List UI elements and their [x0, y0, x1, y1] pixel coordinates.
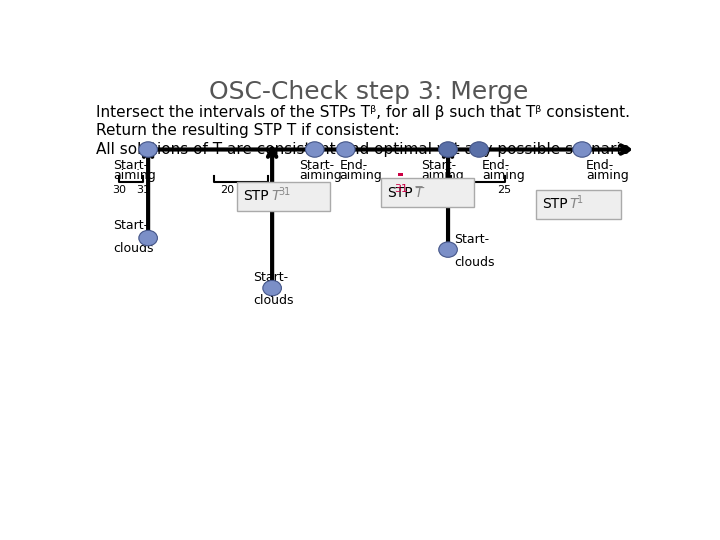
Text: aiming: aiming	[482, 168, 525, 182]
Ellipse shape	[438, 242, 457, 257]
FancyBboxPatch shape	[381, 178, 474, 207]
Ellipse shape	[336, 142, 355, 157]
Text: aiming: aiming	[421, 168, 464, 182]
Text: 31: 31	[135, 185, 150, 195]
Text: End-: End-	[586, 159, 614, 172]
Text: T: T	[271, 190, 280, 204]
Text: 20: 20	[220, 185, 235, 195]
Text: End-: End-	[340, 159, 368, 172]
Text: 25: 25	[261, 185, 275, 195]
Text: Start-: Start-	[113, 219, 148, 232]
Text: Return the resulting STP T if consistent:: Return the resulting STP T if consistent…	[96, 123, 400, 138]
Text: 1: 1	[577, 194, 582, 205]
Bar	[398, 173, 403, 177]
Ellipse shape	[573, 142, 591, 157]
FancyBboxPatch shape	[536, 190, 621, 219]
Ellipse shape	[305, 142, 324, 157]
Text: End-: End-	[482, 159, 510, 172]
Ellipse shape	[139, 142, 158, 157]
Text: clouds: clouds	[253, 294, 293, 307]
Ellipse shape	[139, 231, 158, 246]
Text: Start-: Start-	[113, 159, 148, 172]
Text: Start-: Start-	[253, 271, 288, 284]
Text: Start-: Start-	[421, 159, 456, 172]
Text: Intersect the intervals of the STPs Tᵝ, for all β such that Tᵝ consistent.: Intersect the intervals of the STPs Tᵝ, …	[96, 105, 630, 120]
Text: 20: 20	[389, 180, 403, 190]
FancyBboxPatch shape	[238, 182, 330, 211]
Text: STP: STP	[542, 197, 567, 211]
Text: 20: 20	[457, 185, 472, 195]
Ellipse shape	[438, 142, 457, 157]
Text: OSC-Check step 3: Merge: OSC-Check step 3: Merge	[210, 80, 528, 104]
Ellipse shape	[469, 142, 488, 157]
Text: 25: 25	[498, 185, 512, 195]
Text: T: T	[570, 197, 578, 211]
Text: clouds: clouds	[454, 256, 495, 269]
Text: T̅: T̅	[415, 186, 423, 200]
Text: Start-: Start-	[300, 159, 334, 172]
Text: aiming: aiming	[300, 168, 342, 182]
Text: Start-: Start-	[454, 233, 490, 246]
Text: clouds: clouds	[113, 242, 154, 255]
Text: STP: STP	[243, 190, 269, 204]
Ellipse shape	[263, 280, 282, 296]
Text: 30: 30	[112, 185, 127, 195]
Text: aiming: aiming	[113, 168, 156, 182]
Text: STP: STP	[387, 186, 413, 200]
Text: 31: 31	[279, 187, 291, 197]
Text: aiming: aiming	[586, 168, 629, 182]
Text: All solutions of T are consistent and optimal wit any possible scenario: All solutions of T are consistent and op…	[96, 142, 630, 157]
Text: aiming: aiming	[340, 168, 382, 182]
Text: 31: 31	[394, 184, 408, 194]
